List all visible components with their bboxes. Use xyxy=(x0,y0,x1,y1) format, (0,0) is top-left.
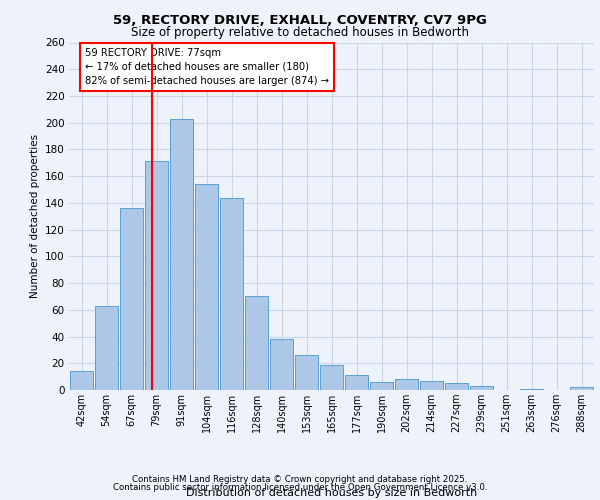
Text: 59 RECTORY DRIVE: 77sqm
← 17% of detached houses are smaller (180)
82% of semi-d: 59 RECTORY DRIVE: 77sqm ← 17% of detache… xyxy=(85,48,329,86)
Bar xyxy=(420,380,443,390)
X-axis label: Distribution of detached houses by size in Bedworth: Distribution of detached houses by size … xyxy=(186,488,477,498)
Bar xyxy=(395,380,418,390)
Bar xyxy=(145,162,168,390)
Y-axis label: Number of detached properties: Number of detached properties xyxy=(29,134,40,298)
Bar xyxy=(570,388,593,390)
Text: Size of property relative to detached houses in Bedworth: Size of property relative to detached ho… xyxy=(131,26,469,39)
Bar xyxy=(70,372,93,390)
Bar xyxy=(445,384,468,390)
Bar xyxy=(345,376,368,390)
Bar xyxy=(170,118,193,390)
Bar xyxy=(220,198,243,390)
Bar xyxy=(470,386,493,390)
Bar xyxy=(195,184,218,390)
Bar xyxy=(295,355,318,390)
Bar xyxy=(245,296,268,390)
Text: Contains HM Land Registry data © Crown copyright and database right 2025.: Contains HM Land Registry data © Crown c… xyxy=(132,475,468,484)
Text: 59, RECTORY DRIVE, EXHALL, COVENTRY, CV7 9PG: 59, RECTORY DRIVE, EXHALL, COVENTRY, CV7… xyxy=(113,14,487,27)
Text: Contains public sector information licensed under the Open Government Licence v3: Contains public sector information licen… xyxy=(113,483,487,492)
Bar xyxy=(95,306,118,390)
Bar xyxy=(320,364,343,390)
Bar xyxy=(520,388,543,390)
Bar xyxy=(270,339,293,390)
Bar xyxy=(370,382,393,390)
Bar xyxy=(120,208,143,390)
